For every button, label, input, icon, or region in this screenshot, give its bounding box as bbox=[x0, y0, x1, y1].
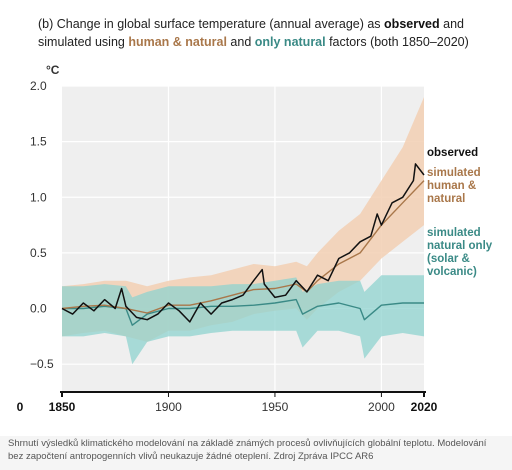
natural-range-band bbox=[62, 275, 424, 365]
title-line2-part-2: and bbox=[227, 35, 255, 49]
chart-title-line1: (b) Change in global surface temperature… bbox=[38, 17, 464, 31]
title-line2-part-1: human & natural bbox=[128, 35, 227, 49]
x-tick-label: 2000 bbox=[368, 400, 395, 414]
title-line1-part-2: and bbox=[440, 17, 464, 31]
x-tick-label: 1850 bbox=[49, 400, 76, 414]
y-tick-label: −0.5 bbox=[30, 357, 54, 371]
title-line1-part-1: observed bbox=[384, 17, 440, 31]
chart: (b) Change in global surface temperature… bbox=[17, 17, 493, 414]
title-line1-part-0: (b) Change in global surface temperature… bbox=[38, 17, 384, 31]
legend-natural-label: natural only bbox=[427, 240, 493, 252]
title-line2-part-4: factors (both 1850–2020) bbox=[326, 35, 469, 49]
title-line2-part-3: only natural bbox=[255, 35, 326, 49]
chart-title-line2: simulated using human & natural and only… bbox=[38, 35, 469, 49]
human-range-band bbox=[62, 97, 424, 342]
legend-observed-label: observed bbox=[427, 147, 478, 159]
natural-series-line bbox=[62, 298, 424, 326]
observed-series-line bbox=[61, 163, 425, 323]
x-tick-label: 2020 bbox=[411, 400, 438, 414]
human-series-line bbox=[61, 180, 425, 314]
legend-human-label: human & bbox=[427, 180, 476, 192]
legend-human-label: natural bbox=[427, 193, 465, 205]
title-line2-part-0: simulated using bbox=[38, 35, 128, 49]
y-tick-label: 0.5 bbox=[30, 246, 47, 260]
legend-human-label: simulated bbox=[427, 167, 481, 179]
legend-natural-label: simulated bbox=[427, 227, 481, 239]
y-tick-label: 0.0 bbox=[30, 302, 47, 316]
x-extra-label: 0 bbox=[17, 400, 24, 414]
legend-natural-label: volcanic) bbox=[427, 266, 477, 278]
x-tick-label: 1900 bbox=[155, 400, 182, 414]
chart-card: (b) Change in global surface temperature… bbox=[16, 17, 493, 414]
y-tick-label: 2.0 bbox=[30, 79, 47, 93]
y-tick-label: 1.5 bbox=[30, 135, 47, 149]
x-tick-label: 1950 bbox=[262, 400, 289, 414]
plot-area bbox=[60, 85, 426, 397]
legend-natural-label: (solar & bbox=[427, 253, 470, 265]
figure-caption: Shrnutí výsledků klimatického modelování… bbox=[8, 438, 487, 462]
y-axis-label: °C bbox=[46, 63, 60, 77]
y-tick-label: 1.0 bbox=[30, 190, 47, 204]
